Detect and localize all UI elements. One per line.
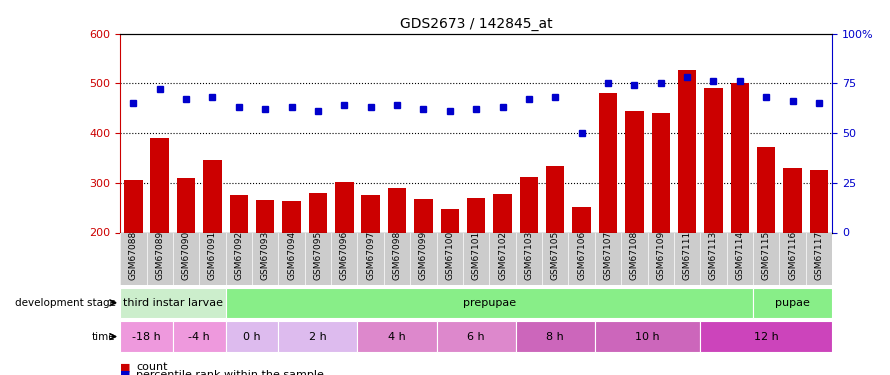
Bar	[757, 147, 775, 332]
Bar	[467, 198, 485, 332]
Bar	[599, 93, 618, 332]
Bar	[810, 170, 829, 332]
Text: 10 h: 10 h	[635, 332, 659, 342]
Bar	[546, 166, 564, 332]
Bar	[651, 113, 670, 332]
Bar	[309, 193, 328, 332]
Bar	[595, 321, 700, 352]
Bar	[437, 321, 515, 352]
Bar	[177, 178, 195, 332]
Text: 8 h: 8 h	[546, 332, 564, 342]
Text: -4 h: -4 h	[189, 332, 210, 342]
Bar	[358, 321, 437, 352]
Bar	[753, 288, 832, 318]
Bar	[282, 201, 301, 332]
Bar	[572, 207, 591, 332]
Bar	[625, 111, 643, 332]
Bar	[361, 195, 380, 332]
Bar	[150, 138, 169, 332]
Text: -18 h: -18 h	[132, 332, 161, 342]
Bar	[493, 194, 512, 332]
Bar	[226, 288, 753, 318]
Bar	[335, 182, 353, 332]
Bar	[230, 195, 248, 332]
Text: 0 h: 0 h	[243, 332, 261, 342]
Text: prepupae: prepupae	[463, 298, 516, 308]
Bar	[520, 177, 538, 332]
Text: time: time	[92, 332, 116, 342]
Text: 2 h: 2 h	[309, 332, 327, 342]
Bar	[388, 188, 406, 332]
Bar	[203, 160, 222, 332]
Bar	[120, 288, 226, 318]
Bar	[256, 200, 274, 332]
Bar	[783, 168, 802, 332]
Text: development stage: development stage	[15, 298, 116, 308]
Bar	[124, 180, 142, 332]
Bar	[441, 209, 459, 332]
Bar	[704, 88, 723, 332]
Text: 12 h: 12 h	[754, 332, 779, 342]
Text: ■: ■	[120, 363, 131, 372]
Text: 4 h: 4 h	[388, 332, 406, 342]
Text: pupae: pupae	[775, 298, 810, 308]
Bar	[731, 84, 749, 332]
Text: count: count	[136, 363, 167, 372]
Bar	[515, 321, 595, 352]
Bar	[173, 321, 226, 352]
Text: 6 h: 6 h	[467, 332, 485, 342]
Bar	[279, 321, 358, 352]
Bar	[226, 321, 279, 352]
Bar	[120, 321, 173, 352]
Text: ■: ■	[120, 370, 131, 375]
Text: percentile rank within the sample: percentile rank within the sample	[136, 370, 324, 375]
Title: GDS2673 / 142845_at: GDS2673 / 142845_at	[400, 17, 553, 32]
Bar	[700, 321, 832, 352]
Bar	[414, 199, 433, 332]
Bar	[678, 70, 696, 332]
Text: third instar larvae: third instar larvae	[123, 298, 222, 308]
